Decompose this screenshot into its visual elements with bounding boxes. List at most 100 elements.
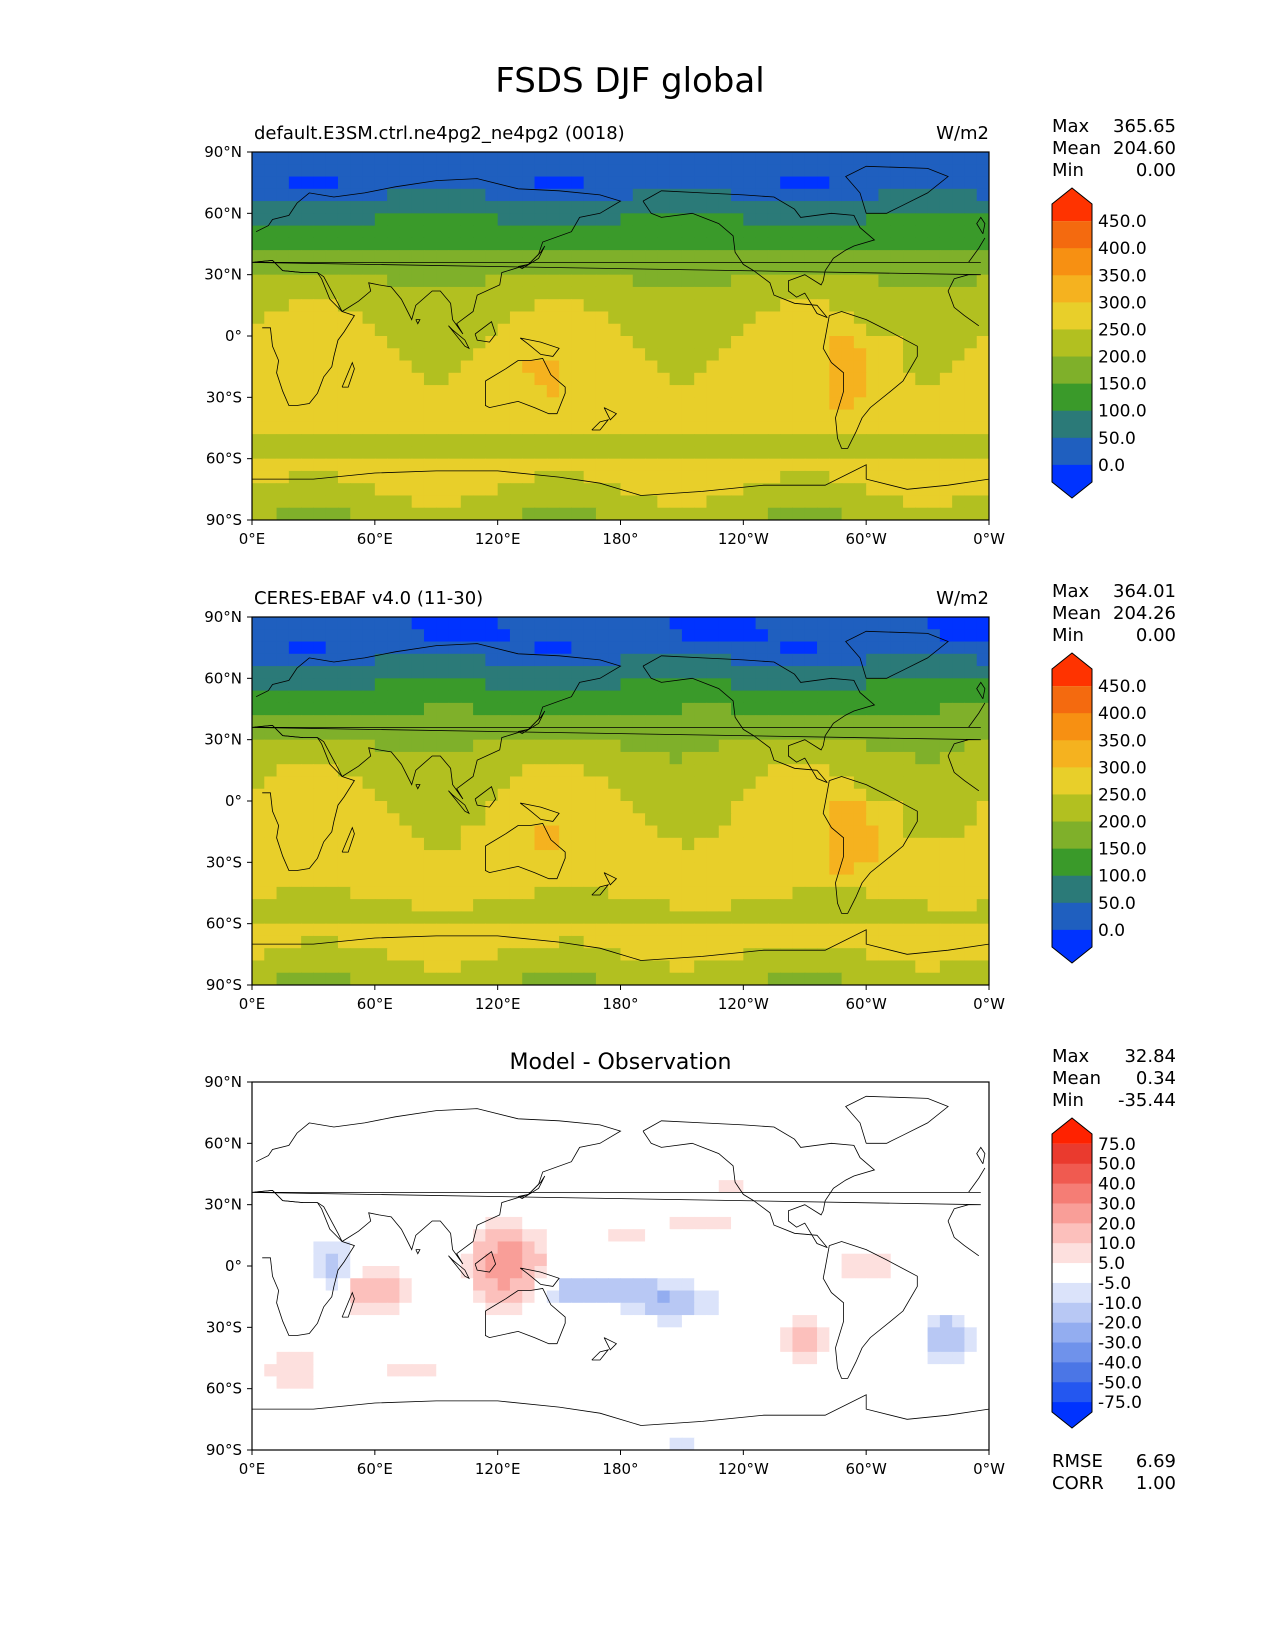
field-cell	[423, 1143, 437, 1157]
field-cell	[497, 1315, 511, 1328]
field-cell	[817, 666, 830, 679]
field-cell	[952, 458, 966, 472]
field-cell	[534, 152, 548, 165]
field-cell	[301, 434, 315, 447]
field-cell	[694, 1192, 708, 1206]
field-cell	[780, 213, 794, 227]
field-cell	[743, 507, 757, 520]
field-cell	[288, 874, 302, 888]
field-cell	[927, 935, 941, 949]
field-cell	[939, 850, 953, 863]
field-cell	[681, 1131, 695, 1144]
field-cell	[681, 1167, 695, 1181]
field-cell	[866, 837, 880, 851]
field-cell	[264, 507, 278, 520]
field-cell	[890, 286, 904, 300]
field-cell	[497, 446, 511, 460]
field-cell	[841, 397, 855, 411]
field-cell	[522, 629, 536, 643]
field-cell	[620, 1241, 634, 1255]
field-cell	[903, 409, 916, 423]
field-cell	[632, 1315, 646, 1328]
field-cell	[657, 1118, 671, 1132]
field-cell	[755, 690, 769, 704]
field-cell	[350, 152, 364, 165]
field-cell	[399, 629, 413, 643]
field-cell	[915, 617, 929, 630]
field-cell	[792, 911, 806, 925]
field-cell	[350, 1327, 364, 1341]
field-cell	[681, 409, 695, 423]
field-cell	[657, 641, 671, 655]
field-cell	[645, 935, 658, 949]
field-cell	[313, 899, 327, 912]
field-cell	[743, 1131, 757, 1144]
field-cell	[669, 886, 683, 900]
colorbar-label: 250.0	[1098, 785, 1147, 805]
field-cell	[264, 874, 278, 888]
field-cell	[718, 262, 732, 276]
field-cell	[964, 348, 978, 362]
field-cell	[411, 702, 425, 716]
field-cell	[620, 751, 634, 765]
x-tick-label: 60°W	[845, 530, 887, 548]
field-cell	[632, 764, 646, 778]
field-cell	[952, 213, 966, 227]
field-cell	[276, 641, 290, 655]
field-cell	[608, 764, 622, 778]
field-cell	[313, 1253, 327, 1267]
field-cell	[964, 458, 978, 472]
field-cell	[829, 911, 843, 925]
field-cell	[301, 176, 315, 190]
field-cell	[448, 152, 462, 165]
field-cell	[522, 751, 536, 765]
field-cell	[620, 164, 634, 178]
field-cell	[374, 360, 388, 374]
field-cell	[780, 653, 794, 667]
field-cell	[706, 1167, 720, 1181]
field-cell	[313, 397, 327, 411]
field-cell	[325, 1192, 339, 1206]
field-cell	[780, 874, 794, 888]
field-cell	[387, 250, 400, 263]
field-cell	[620, 1302, 634, 1316]
field-cell	[706, 850, 720, 863]
field-cell	[423, 311, 437, 325]
field-cell	[485, 397, 499, 411]
field-cell	[399, 1118, 413, 1132]
field-cell	[411, 715, 425, 728]
field-cell	[669, 1241, 683, 1255]
field-cell	[337, 348, 351, 362]
field-cell	[350, 776, 364, 790]
field-cell	[387, 837, 400, 851]
field-cell	[632, 948, 646, 962]
field-cell	[829, 1167, 843, 1181]
field-cell	[718, 653, 732, 667]
field-cell	[669, 764, 683, 778]
field-cell	[903, 923, 916, 937]
field-cell	[804, 1106, 818, 1120]
field-cell	[337, 311, 351, 325]
field-cell	[890, 1118, 904, 1132]
field-cell	[264, 483, 278, 497]
field-cell	[841, 1315, 855, 1328]
field-cell	[460, 1131, 474, 1144]
field-cell	[620, 495, 634, 509]
field-cell	[952, 152, 966, 165]
field-cell	[952, 397, 966, 411]
field-cell	[436, 678, 450, 692]
field-cell	[681, 702, 695, 716]
field-cell	[436, 899, 450, 912]
field-cell	[853, 397, 867, 411]
field-cell	[718, 1094, 732, 1108]
field-cell	[792, 788, 806, 802]
field-cell	[952, 653, 966, 667]
field-cell	[252, 788, 265, 802]
field-cell	[264, 886, 278, 900]
field-cell	[485, 1253, 499, 1267]
field-cell	[853, 715, 867, 728]
field-cell	[866, 1204, 880, 1218]
field-cell	[436, 483, 450, 497]
field-cell	[497, 813, 511, 827]
field-cell	[583, 1327, 597, 1341]
